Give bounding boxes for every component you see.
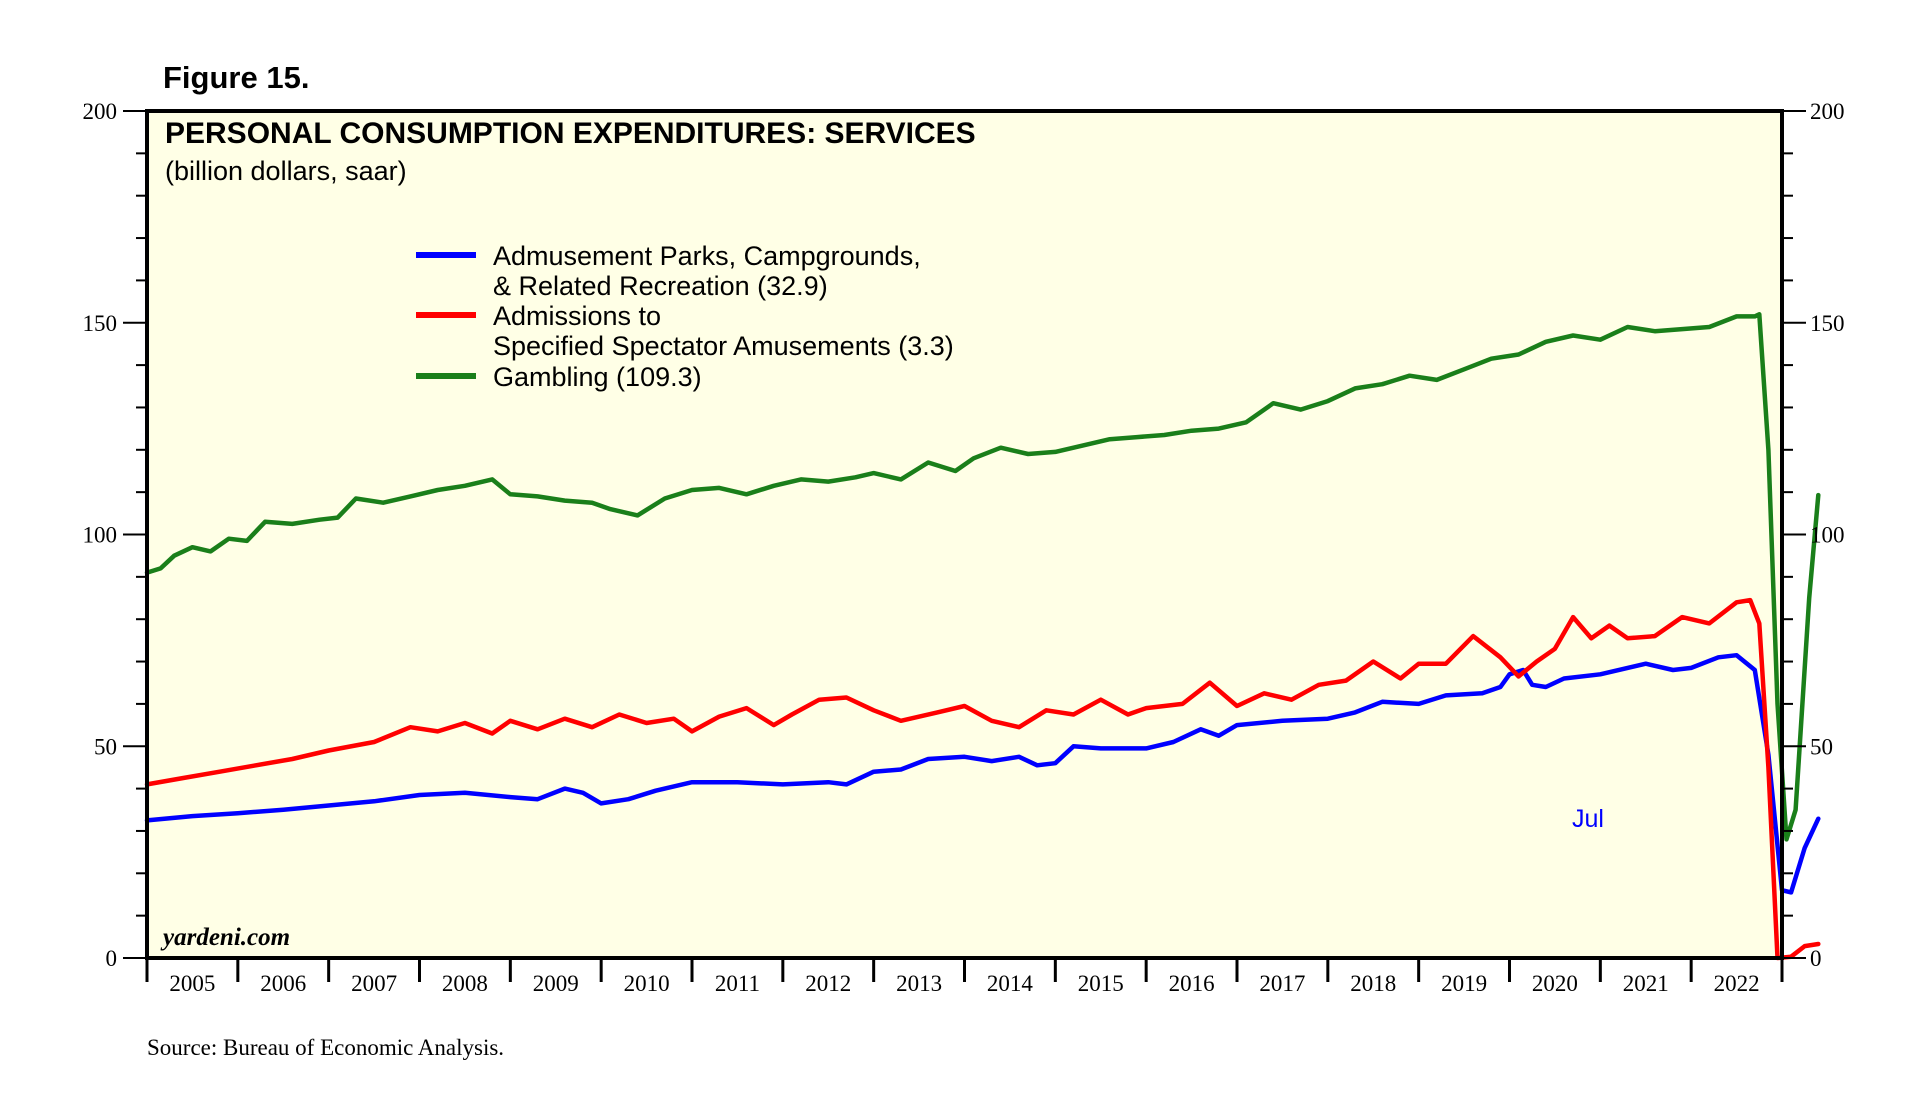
x-tick-label: 2018: [1350, 971, 1396, 996]
x-tick-label: 2016: [1169, 971, 1215, 996]
y-axis-left: 0 50 100 150 200: [83, 99, 147, 971]
x-tick-label: 2010: [624, 971, 670, 996]
series-line-spectator-amusements: [144, 597, 1821, 961]
legend-label-green: Gambling (109.3): [493, 362, 702, 392]
y-tick-label-left: 50: [94, 734, 117, 759]
legend: Admusement Parks, Campgrounds, & Related…: [416, 241, 954, 392]
source-note: Source: Bureau of Economic Analysis.: [147, 1035, 504, 1060]
y-axis-right: 0 50 100 150 200: [1782, 99, 1845, 971]
x-tick-label: 2011: [715, 971, 760, 996]
legend-label-red-line2: Specified Spectator Amusements (3.3): [493, 331, 954, 361]
y-tick-label-right: 50: [1810, 734, 1833, 759]
y-tick-label-left: 0: [106, 946, 118, 971]
y-tick-label-right: 200: [1810, 99, 1845, 124]
x-tick-label: 2021: [1623, 971, 1669, 996]
x-tick-label: 2013: [896, 971, 942, 996]
x-tick-label: 2020: [1532, 971, 1578, 996]
legend-label-red-line1: Admissions to: [493, 301, 661, 331]
watermark: yardeni.com: [160, 924, 290, 951]
y-tick-label-left: 100: [83, 523, 118, 548]
x-tick-label: 2008: [442, 971, 488, 996]
series-line-amusement-parks: [144, 652, 1821, 895]
x-tick-label: 2017: [1259, 971, 1305, 996]
y-tick-label-left: 200: [83, 99, 118, 124]
x-tick-label: 2015: [1078, 971, 1124, 996]
plot-area: [147, 111, 1782, 958]
annotation-jul: Jul: [1572, 805, 1604, 833]
x-tick-label: 2006: [260, 971, 306, 996]
y-tick-label-right: 0: [1810, 946, 1822, 971]
x-tick-label: 2012: [805, 971, 851, 996]
chart-title: PERSONAL CONSUMPTION EXPENDITURES: SERVI…: [165, 117, 976, 150]
legend-label-blue-line2: & Related Recreation (32.9): [493, 271, 828, 301]
figure-label: Figure 15.: [163, 60, 309, 95]
chart-subtitle: (billion dollars, saar): [165, 156, 407, 186]
x-tick-label: 2007: [351, 971, 397, 996]
x-tick-label: 2009: [533, 971, 579, 996]
x-tick-label: 2022: [1714, 971, 1760, 996]
x-axis: 2005 2006 2007 2008 2009 2010 2011 2012 2013 2014…: [145, 958, 1784, 996]
legend-label-blue-line1: Admusement Parks, Campgrounds,: [493, 241, 921, 271]
x-tick-label: 2005: [169, 971, 215, 996]
x-tick-label: 2014: [987, 971, 1034, 996]
y-tick-label-right: 100: [1810, 523, 1845, 548]
series-line-gambling: [144, 312, 1821, 842]
series-layer: [144, 312, 1821, 961]
y-tick-label-right: 150: [1810, 311, 1845, 336]
y-tick-label-left: 150: [83, 311, 118, 336]
x-tick-label: 2019: [1441, 971, 1487, 996]
